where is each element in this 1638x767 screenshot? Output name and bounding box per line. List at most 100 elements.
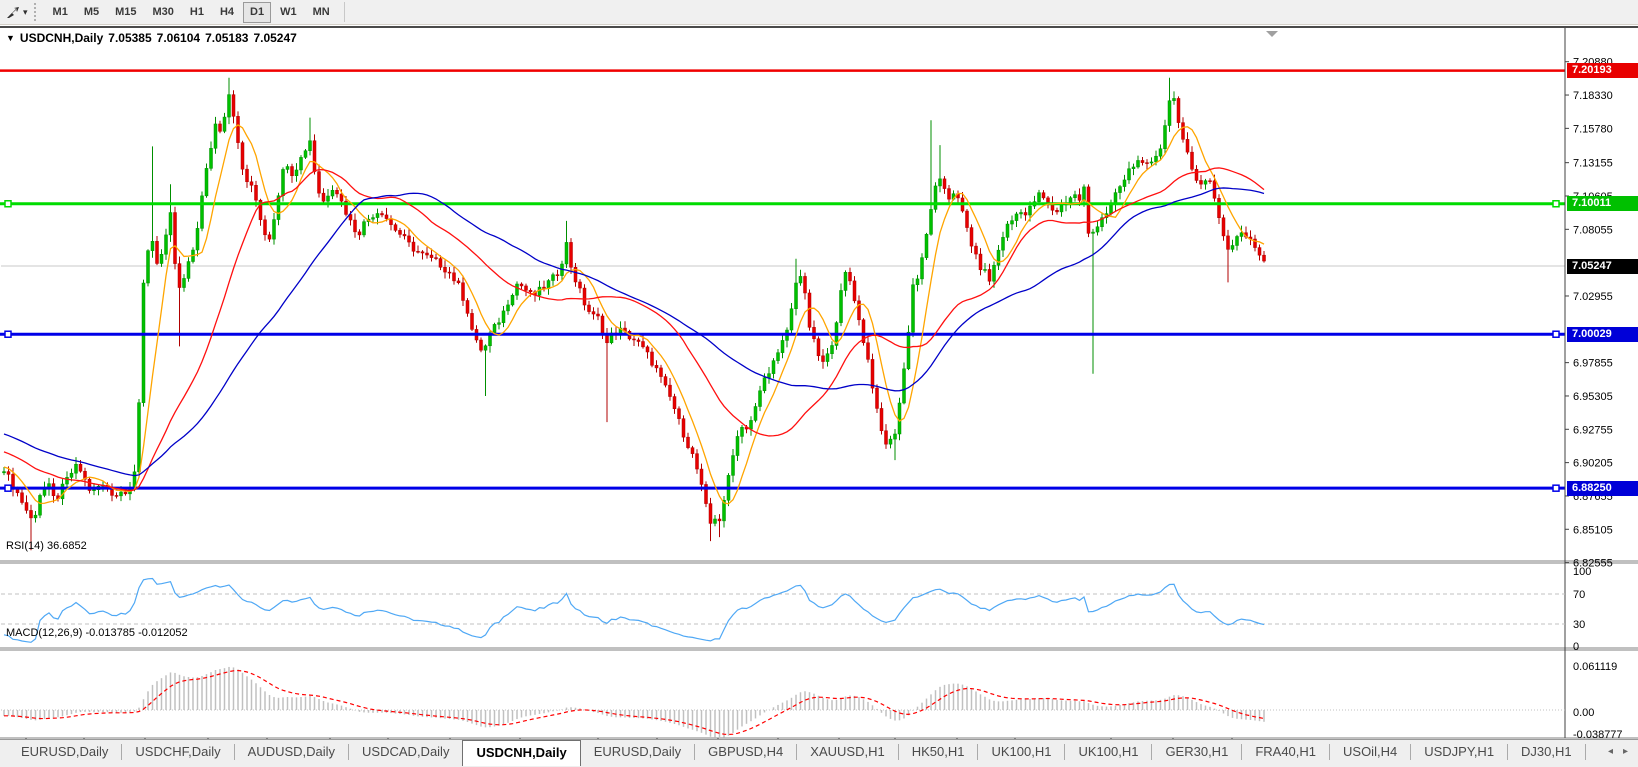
- ohlc-close: 7.05247: [253, 31, 297, 45]
- tab-separator: [897, 744, 899, 760]
- price-tick-label: 6.97855: [1573, 358, 1613, 370]
- hline-handle[interactable]: [1552, 330, 1560, 338]
- timeframe-button-M1[interactable]: M1: [52, 6, 68, 18]
- macd-signal-line: [4, 669, 1265, 736]
- ma-7-line: [3, 124, 1265, 505]
- price-tick-label: 7.20880: [1573, 57, 1613, 69]
- tab-FRA40-H1[interactable]: FRA40,H1: [1255, 744, 1317, 759]
- price-chart-canvas[interactable]: 7.208807.183307.157807.131557.106057.080…: [0, 28, 1638, 740]
- price-tick-label: 6.95305: [1573, 391, 1613, 403]
- pointer-icon-glyph: [7, 7, 19, 18]
- tab-scroll-arrows: ◂ ▸: [1608, 746, 1628, 757]
- timeframe-button-M30[interactable]: M30: [152, 6, 174, 18]
- price-badge-7.00029: 7.00029: [1567, 326, 1638, 342]
- price-axis[interactable]: 7.208807.183307.157807.131557.106057.080…: [1565, 57, 1623, 740]
- candlestick-series: [2, 77, 1266, 551]
- ma-27-line: [3, 167, 1265, 492]
- toolbar-drag-grip[interactable]: [33, 3, 39, 21]
- tab-DJ30-H1[interactable]: DJ30,H1: [1521, 744, 1572, 759]
- tab-EURUSD-Daily[interactable]: EURUSD,Daily: [593, 744, 682, 759]
- tab-EURUSD-Daily[interactable]: EURUSD,Daily: [21, 744, 109, 759]
- indicator-scale-label: 0.00: [1573, 707, 1594, 719]
- price-tick-label: 6.85105: [1573, 524, 1613, 536]
- hline-handle[interactable]: [4, 484, 12, 492]
- tab-HK50-H1[interactable]: HK50,H1: [911, 744, 965, 759]
- tab-separator: [1151, 744, 1153, 760]
- timeframe-button-D1[interactable]: D1: [243, 1, 272, 23]
- tab-USOil-H4[interactable]: USOil,H4: [1343, 744, 1398, 759]
- timeframe-button-H1[interactable]: H1: [189, 6, 204, 18]
- tab-separator: [348, 744, 350, 760]
- price-badge-6.88250: 6.88250: [1567, 480, 1638, 496]
- price-badge-7.10011: 7.10011: [1567, 196, 1638, 212]
- tab-UK100-H1[interactable]: UK100,H1: [991, 744, 1052, 759]
- tab-USDCHF-Daily[interactable]: USDCHF,Daily: [135, 744, 221, 759]
- tab-separator: [1584, 744, 1586, 760]
- tab-USDCNH-Daily[interactable]: USDCNH,Daily: [462, 740, 581, 766]
- tab-USDCAD-Daily[interactable]: USDCAD,Daily: [362, 744, 450, 759]
- hline-handle[interactable]: [1552, 484, 1560, 492]
- chart-header: ▼ USDCNH,Daily 7.05385 7.06104 7.05183 7…: [6, 31, 297, 45]
- date-axis[interactable]: 21 Jun 201910 Jul 201929 Jul 201916 Aug …: [0, 738, 1262, 740]
- chart-window: 7.208807.183307.157807.131557.106057.080…: [0, 26, 1638, 740]
- pointer-tool-dropdown-caret-icon[interactable]: ▾: [23, 6, 28, 17]
- price-tick-label: 7.15780: [1573, 123, 1613, 135]
- indicator-scale-label: 0.061119: [1573, 661, 1617, 673]
- tab-USDJPY-H1[interactable]: USDJPY,H1: [1424, 744, 1495, 759]
- timeframe-button-W1[interactable]: W1: [280, 6, 297, 18]
- tab-UK100-H1[interactable]: UK100,H1: [1078, 744, 1139, 759]
- price-badge-7.20193: 7.20193: [1567, 63, 1638, 79]
- tab-XAUUSD-H1[interactable]: XAUUSD,H1: [810, 744, 885, 759]
- price-tick-label: 6.82555: [1573, 558, 1613, 570]
- timeframe-button-H4[interactable]: H4: [219, 6, 235, 18]
- hline-handle[interactable]: [4, 200, 12, 208]
- indicator-scale-label: 70: [1573, 589, 1585, 601]
- rsi-label: RSI(14) 36.6852: [6, 540, 87, 552]
- tab-separator: [1241, 744, 1243, 760]
- ohlc-open: 7.05385: [108, 31, 152, 45]
- indicator-scale-label: 100: [1573, 566, 1591, 578]
- collapse-triangle-icon[interactable]: ▼: [6, 33, 15, 43]
- tab-AUDUSD-Daily[interactable]: AUDUSD,Daily: [247, 744, 336, 759]
- price-tick-label: 6.90205: [1573, 458, 1613, 470]
- symbol-tabs: EURUSD,Daily USDCHF,Daily AUDUSD,Daily USDC…: [8, 740, 1586, 766]
- price-tick-label: 7.13155: [1573, 158, 1613, 170]
- hline-handle[interactable]: [1552, 200, 1560, 208]
- tab-scroll-right-icon[interactable]: ▸: [1622, 746, 1628, 757]
- rsi-line: [3, 577, 1265, 643]
- indicator-scale-label: 0: [1573, 641, 1579, 653]
- tab-separator: [796, 744, 798, 760]
- timeframe-button-MN[interactable]: MN: [312, 6, 330, 18]
- tab-separator: [1507, 744, 1509, 760]
- price-tick-label: 7.18330: [1573, 90, 1613, 102]
- tab-separator: [1329, 744, 1331, 760]
- indicator-scale-label: 30: [1573, 619, 1585, 631]
- timeframe-buttons: M1 M5 M15 M30 H1 H4 D1 W1 MN: [45, 1, 338, 23]
- chart-shift-marker-icon[interactable]: [1266, 31, 1278, 37]
- toolbar-separator: [343, 2, 345, 22]
- ohlc-low: 7.05183: [205, 31, 249, 45]
- timeframe-button-M5[interactable]: M5: [83, 6, 100, 18]
- price-tick-label: 7.02955: [1573, 291, 1613, 303]
- indicator-scale-label: -0.038777: [1573, 729, 1623, 740]
- ohlc-high: 7.06104: [156, 31, 201, 45]
- ma-50-line: [3, 187, 1265, 477]
- tab-separator: [121, 744, 123, 760]
- macd-label: MACD(12,26,9) -0.013785 -0.012052: [6, 627, 188, 639]
- price-tick-label: 6.92755: [1573, 424, 1613, 436]
- pointer-tool-icon[interactable]: [4, 3, 22, 21]
- tab-separator: [977, 744, 979, 760]
- symbol-tabbar: EURUSD,Daily USDCHF,Daily AUDUSD,Daily USDC…: [0, 739, 1638, 767]
- tab-GBPUSD-H4[interactable]: GBPUSD,H4: [708, 744, 784, 759]
- chart-symbol-title: USDCNH,Daily: [19, 31, 104, 45]
- tab-separator: [1410, 744, 1412, 760]
- timeframe-button-M15[interactable]: M15: [115, 6, 137, 18]
- macd-histogram: [3, 666, 1265, 738]
- hline-handle[interactable]: [4, 330, 12, 338]
- tab-separator: [233, 744, 235, 760]
- tab-separator: [694, 744, 696, 760]
- tab-GER30-H1[interactable]: GER30,H1: [1165, 744, 1229, 759]
- price-tick-label: 7.08055: [1573, 224, 1613, 236]
- tab-scroll-left-icon[interactable]: ◂: [1607, 746, 1613, 757]
- price-badge-7.05247: 7.05247: [1567, 258, 1638, 274]
